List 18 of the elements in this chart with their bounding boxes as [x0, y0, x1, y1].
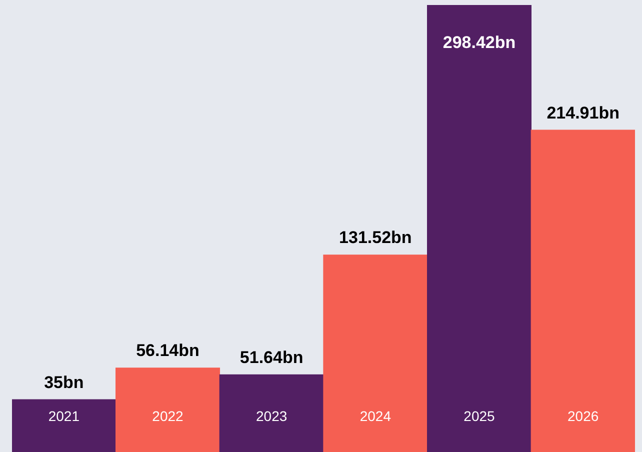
bar [219, 374, 324, 452]
x-tick-label: 2026 [568, 408, 599, 424]
x-tick-label: 2023 [256, 408, 288, 424]
data-label: 214.91bn [546, 103, 620, 122]
data-label: 35bn [44, 372, 84, 392]
bar [530, 130, 635, 452]
data-label: 131.52bn [339, 228, 412, 248]
data-label: 56.14bn [136, 341, 200, 360]
bar [116, 368, 220, 452]
bar [323, 254, 428, 452]
data-label: 51.64bn [240, 348, 304, 367]
bar [12, 399, 116, 452]
x-tick-label: 2021 [48, 408, 80, 424]
x-tick-label: 2022 [152, 408, 184, 424]
x-tick-label: 2025 [464, 408, 496, 424]
data-label: 298.42bn [442, 33, 516, 52]
bar [427, 5, 532, 452]
x-tick-label: 2024 [360, 408, 392, 424]
